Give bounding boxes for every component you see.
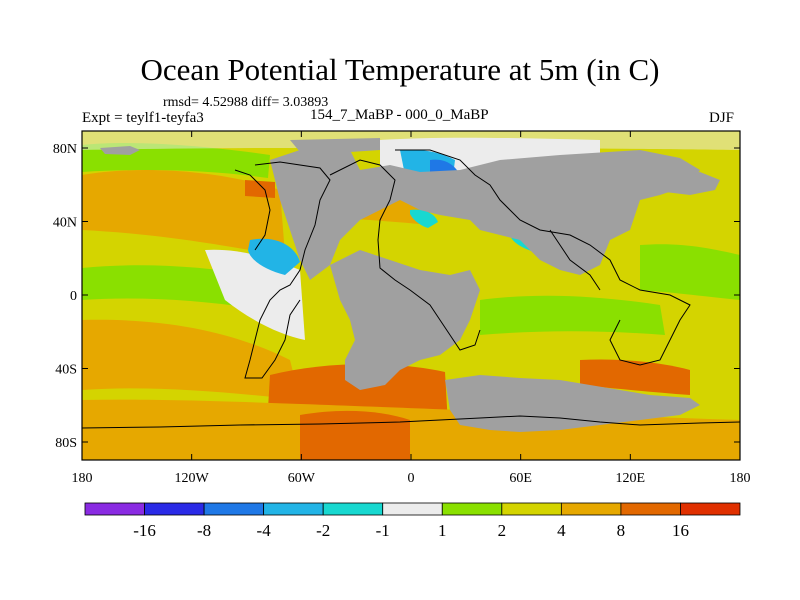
- season-label: DJF: [709, 110, 735, 126]
- map-title: Ocean Potential Temperature at 5m (in C): [140, 52, 660, 87]
- x-tick-label: 120E: [616, 471, 646, 486]
- x-tick-label: 120W: [175, 471, 210, 486]
- colorbar-swatch: [263, 502, 324, 516]
- x-tick-label: 0: [408, 471, 415, 486]
- colorbar-label: 16: [672, 521, 689, 540]
- colorbar-label: -8: [197, 521, 211, 540]
- colorbar-label: -4: [257, 521, 272, 540]
- colorbar-label: 4: [557, 521, 566, 540]
- colorbar-swatch: [441, 502, 503, 516]
- colorbar-swatch: [382, 502, 443, 516]
- y-tick-label: 0: [70, 289, 77, 304]
- axis-labels: 180 120W 60W 0 60E 120E 180 80N 40N 0 40S 80S: [53, 142, 751, 486]
- colorbar-swatch: [203, 502, 265, 516]
- y-tick-label: 40S: [55, 363, 77, 378]
- colorbar-swatch: [84, 502, 145, 516]
- y-tick-label: 40N: [53, 216, 77, 231]
- colorbar-swatch: [680, 502, 741, 516]
- colorbar-swatch: [144, 502, 205, 516]
- x-tick-label: 180: [72, 471, 93, 486]
- map-field: [82, 131, 740, 460]
- colorbar-label: -2: [316, 521, 330, 540]
- colorbar-swatch: [620, 502, 681, 516]
- experiment-label: Expt = teylf1-teyfa3: [82, 110, 204, 126]
- coastlines: [82, 149, 740, 429]
- colorbar-swatch: [501, 502, 562, 516]
- y-tick-label: 80N: [53, 142, 77, 157]
- x-tick-label: 60W: [288, 471, 316, 486]
- stats-label: rmsd= 4.52988 diff= 3.03893: [163, 95, 329, 110]
- land-masses: [100, 138, 720, 432]
- colorbar-labels: -16 -8 -4 -2 -1 1 2 4 8 16: [133, 521, 689, 540]
- colorbar-swatch: [322, 502, 384, 516]
- colorbar-label: 2: [498, 521, 507, 540]
- colorbar-label: -16: [133, 521, 156, 540]
- colorbar-swatch: [560, 502, 622, 516]
- axis-ticks: [81, 131, 741, 460]
- period-label: 154_7_MaBP - 000_0_MaBP: [310, 107, 489, 123]
- colorbar-label: 1: [438, 521, 447, 540]
- x-tick-label: 180: [730, 471, 751, 486]
- colorbar-label: -1: [376, 521, 390, 540]
- colorbar: [84, 502, 741, 516]
- colorbar-label: 8: [617, 521, 626, 540]
- y-tick-label: 80S: [55, 436, 77, 451]
- x-tick-label: 60E: [509, 471, 532, 486]
